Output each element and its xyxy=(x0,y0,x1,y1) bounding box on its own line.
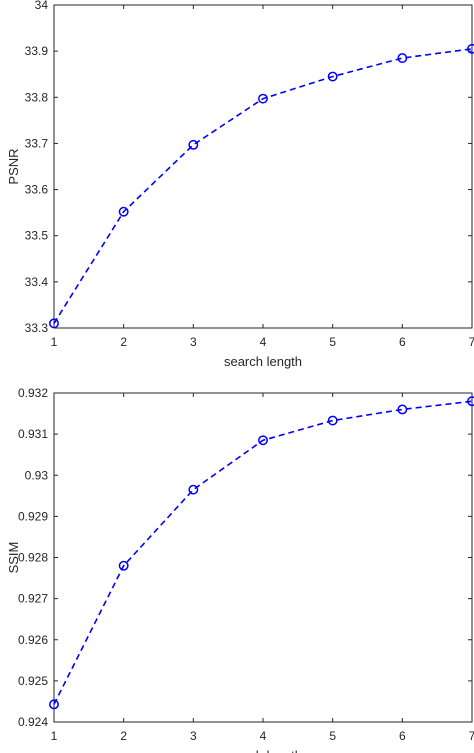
ssim-data-point xyxy=(49,699,59,710)
psnr-y-tick-label: 33.9 xyxy=(25,44,49,58)
ssim-y-tick-label: 0.931 xyxy=(18,427,48,441)
psnr-data-point xyxy=(258,93,268,104)
psnr-x-tick-label: 4 xyxy=(260,335,267,349)
ssim-x-tick-label: 6 xyxy=(399,729,406,743)
ssim-chart: 1 2 3 4 5 6 7 0.924 0.925 0.926 0.927 0.928 0.929 0.9… xyxy=(6,386,474,753)
ssim-x-tick-label: 1 xyxy=(51,729,58,743)
psnr-y-tick-label: 33.3 xyxy=(25,321,49,335)
psnr-y-tick-label: 33.8 xyxy=(25,90,49,104)
ssim-data-point xyxy=(467,396,474,407)
psnr-y-axis-label: PSNR xyxy=(6,148,21,184)
ssim-data-point xyxy=(118,560,129,571)
ssim-y-tick-label: 0.927 xyxy=(18,592,48,606)
ssim-data-point xyxy=(327,415,338,426)
psnr-x-tick-label: 3 xyxy=(190,335,197,349)
psnr-data-point xyxy=(188,139,199,150)
ssim-x-axis-label: search length xyxy=(224,748,302,753)
psnr-plot-area xyxy=(53,4,473,329)
ssim-y-tick-label: 0.924 xyxy=(18,715,48,729)
psnr-x-tick-label: 7 xyxy=(469,335,474,349)
psnr-data-point xyxy=(467,43,474,54)
psnr-chart: 1 2 3 4 5 6 733.333.433.533.633.733.833.934sea… xyxy=(6,0,474,369)
ssim-x-tick-label: 7 xyxy=(469,729,474,743)
ssim-y-tick-label: 0.926 xyxy=(18,633,48,647)
ssim-series-line xyxy=(53,400,473,705)
psnr-x-axis-label: search length xyxy=(224,354,302,369)
ssim-x-tick-label: 2 xyxy=(120,729,127,743)
ssim-data-point xyxy=(188,484,199,495)
psnr-y-tick-label: 33.4 xyxy=(25,275,49,289)
psnr-data-point xyxy=(49,318,59,329)
psnr-data-point xyxy=(397,53,408,64)
ssim-y-tick-label: 0.928 xyxy=(18,551,48,565)
ssim-y-tick-label: 0.925 xyxy=(18,674,48,688)
psnr-x-tick-label: 2 xyxy=(120,335,127,349)
ssim-x-tick-label: 3 xyxy=(190,729,197,743)
psnr-data-point xyxy=(327,71,338,82)
ssim-y-tick-label: 0.932 xyxy=(18,386,48,400)
psnr-y-tick-label: 34 xyxy=(35,0,49,12)
ssim-plot-area xyxy=(53,392,473,723)
psnr-data-point xyxy=(118,206,129,217)
psnr-x-tick-label: 6 xyxy=(399,335,406,349)
psnr-x-tick-label: 1 xyxy=(51,335,58,349)
psnr-series-line xyxy=(53,48,473,324)
ssim-x-tick-label: 5 xyxy=(329,729,336,743)
ssim-y-axis-label: SSIM xyxy=(6,542,21,574)
psnr-y-tick-label: 33.6 xyxy=(25,183,49,197)
ssim-y-tick-label: 0.929 xyxy=(18,509,48,523)
ssim-data-point xyxy=(258,435,268,446)
ssim-data-point xyxy=(397,404,408,415)
ssim-y-tick-label: 0.93 xyxy=(25,468,49,482)
psnr-x-tick-label: 5 xyxy=(329,335,336,349)
psnr-y-tick-label: 33.7 xyxy=(25,136,49,150)
ssim-x-tick-label: 4 xyxy=(260,729,267,743)
psnr-y-tick-label: 33.5 xyxy=(25,229,49,243)
